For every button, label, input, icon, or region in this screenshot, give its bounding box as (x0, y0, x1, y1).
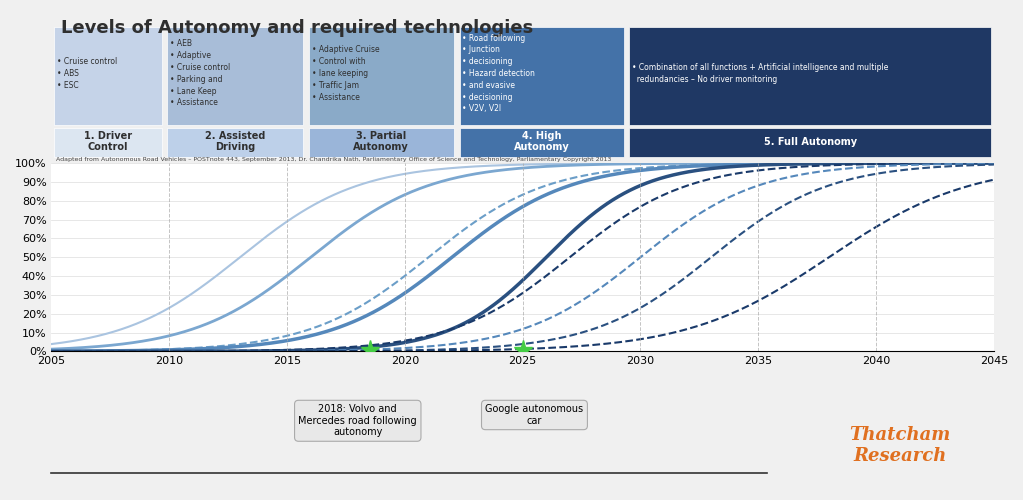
Text: 2. Assisted
Driving: 2. Assisted Driving (205, 131, 265, 152)
FancyBboxPatch shape (309, 27, 454, 124)
FancyBboxPatch shape (629, 128, 991, 157)
Text: Thatcham
Research: Thatcham Research (850, 426, 950, 465)
FancyBboxPatch shape (629, 27, 991, 124)
Text: • Road following
• Junction
• decisioning
• Hazard detection
• and evasive
• dec: • Road following • Junction • decisionin… (462, 34, 535, 114)
Text: 5. Full Autonomy: 5. Full Autonomy (763, 136, 856, 146)
Text: 2018: Volvo and
Mercedes road following
autonomy: 2018: Volvo and Mercedes road following … (299, 404, 417, 438)
Text: 1. Driver
Control: 1. Driver Control (84, 131, 132, 152)
FancyBboxPatch shape (459, 128, 623, 157)
FancyBboxPatch shape (168, 128, 303, 157)
Text: Levels of Autonomy and required technologies: Levels of Autonomy and required technolo… (61, 20, 533, 38)
Text: • Adaptive Cruise
• Control with
• lane keeping
• Traffic Jam
• Assistance: • Adaptive Cruise • Control with • lane … (312, 46, 380, 102)
Text: 3. Partial
Autonomy: 3. Partial Autonomy (354, 131, 409, 152)
Text: Adapted from Autonomous Road Vehicles – POSTnote 443, September 2013, Dr. Chandr: Adapted from Autonomous Road Vehicles – … (56, 156, 612, 162)
FancyBboxPatch shape (54, 27, 162, 124)
Text: • Cruise control
• ABS
• ESC: • Cruise control • ABS • ESC (57, 57, 118, 90)
FancyBboxPatch shape (54, 128, 162, 157)
Text: • Combination of all functions + Artificial intelligence and multiple
  redundan: • Combination of all functions + Artific… (632, 63, 888, 84)
Text: 4. High
Autonomy: 4. High Autonomy (514, 131, 570, 152)
Text: • AEB
• Adaptive
• Cruise control
• Parking and
• Lane Keep
• Assistance: • AEB • Adaptive • Cruise control • Park… (170, 40, 230, 108)
FancyBboxPatch shape (168, 27, 303, 124)
FancyBboxPatch shape (459, 27, 623, 124)
FancyBboxPatch shape (309, 128, 454, 157)
Text: Google autonomous
car: Google autonomous car (485, 404, 583, 426)
